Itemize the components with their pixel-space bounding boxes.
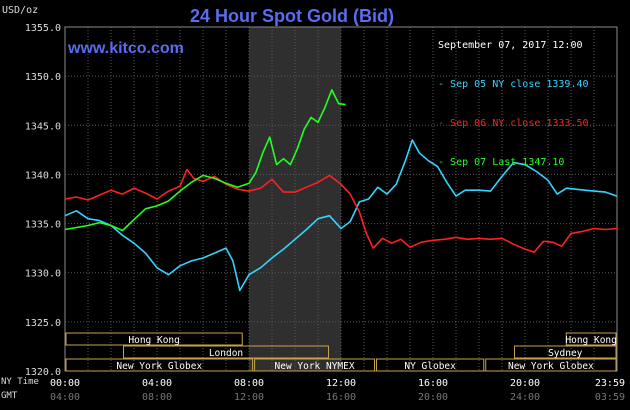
- session-box: [65, 332, 243, 346]
- session-box: [123, 345, 329, 359]
- session-label: Hong Kong: [128, 335, 179, 346]
- session-label: London: [209, 348, 243, 359]
- y-tick-label: 1330.0: [25, 269, 61, 280]
- legend-label: Sep 05 NY close 1339.40: [450, 79, 589, 90]
- site-url: www.kitco.com: [68, 40, 184, 57]
- x-tick-label-gmt: 20:00: [418, 392, 448, 403]
- x-tick-label-ny: 20:00: [510, 378, 540, 389]
- session-box: [565, 332, 617, 346]
- y-tick-label: 1320.0: [25, 367, 61, 378]
- x-tick-label-ny: 04:00: [142, 378, 172, 389]
- chart-title: 24 Hour Spot Gold (Bid): [190, 6, 394, 26]
- session-box: [485, 358, 617, 372]
- session-label: Hong Kong: [565, 335, 616, 346]
- session-box: [65, 358, 254, 372]
- x-tick-label-gmt: 08:00: [142, 392, 172, 403]
- y-axis-unit-label: USD/oz: [2, 5, 39, 16]
- session-label: NY Globex: [404, 361, 456, 372]
- gmt-label: GMT: [1, 391, 18, 401]
- session-label: New York Globex: [116, 361, 202, 372]
- session-box: [376, 358, 485, 372]
- x-tick-label-ny: 08:00: [234, 378, 264, 389]
- y-tick-label: 1350.0: [25, 72, 61, 83]
- x-tick-label-ny: 12:00: [326, 378, 356, 389]
- x-tick-label-ny: 00:00: [50, 378, 80, 389]
- series-line-2: [64, 89, 346, 232]
- session-box: [514, 345, 617, 359]
- x-tick-label-gmt: 12:00: [234, 392, 264, 403]
- chart-legend: September 07, 2017 12:00 - Sep 05 NY clo…: [438, 13, 589, 182]
- y-tick-label: 1325.0: [25, 318, 61, 329]
- x-tick-label-ny: 23:59: [595, 378, 625, 389]
- series-line-0: [64, 139, 618, 292]
- x-tick-label-gmt: 03:59: [595, 392, 625, 403]
- legend-label: Sep 06 NY close 1333.50: [450, 118, 589, 129]
- legend-item-sep06: - Sep 06 NY close 1333.50: [438, 118, 589, 129]
- legend-date: September 07, 2017 12:00: [438, 40, 583, 51]
- session-label: New York Globex: [508, 361, 594, 372]
- series-line-1: [64, 168, 618, 253]
- x-tick-label-ny: 16:00: [418, 378, 448, 389]
- x-tick-label-gmt: 04:00: [50, 392, 80, 403]
- y-tick-label: 1355.0: [25, 23, 61, 34]
- y-tick-label: 1340.0: [25, 170, 61, 181]
- legend-item-sep05: - Sep 05 NY close 1339.40: [438, 79, 589, 90]
- y-tick-label: 1345.0: [25, 121, 61, 132]
- legend-item-sep07: - Sep 07 Last 1347.10: [438, 157, 565, 168]
- session-label: New York NYMEX: [275, 361, 355, 372]
- session-label: Sydney: [548, 348, 583, 359]
- legend-label: Sep 07 Last 1347.10: [450, 157, 565, 168]
- x-tick-label-gmt: 16:00: [326, 392, 356, 403]
- session-box: [254, 358, 376, 372]
- ny-time-label: NY Time: [1, 377, 39, 387]
- y-tick-label: 1335.0: [25, 220, 61, 231]
- x-tick-label-gmt: 24:00: [510, 392, 540, 403]
